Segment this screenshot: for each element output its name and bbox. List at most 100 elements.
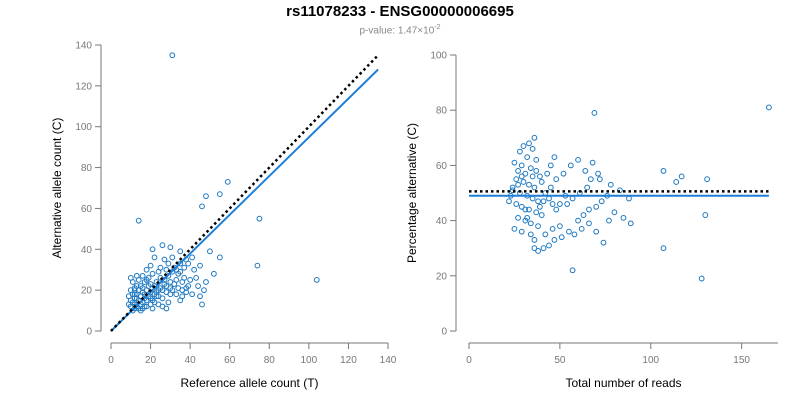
right-data-point	[544, 170, 551, 177]
right-data-point	[627, 220, 634, 227]
right-data-point	[766, 104, 772, 111]
right-data-point	[526, 206, 532, 213]
right-data-point	[551, 154, 558, 161]
left-y-tick-label: 0	[86, 327, 92, 338]
left-data-point	[169, 52, 176, 59]
right-data-point	[533, 168, 540, 174]
right-data-point	[564, 201, 571, 207]
right-data-point	[578, 225, 585, 232]
right-x-tick-label: 0	[466, 355, 472, 366]
right-data-point	[511, 225, 518, 232]
left-y-tick-label: 80	[81, 163, 93, 174]
left-data-point	[173, 277, 180, 283]
right-x-tick-label: 150	[733, 355, 750, 366]
right-data-point	[620, 214, 627, 221]
right-x-tick-label: 50	[554, 355, 566, 366]
right-data-point	[673, 179, 680, 185]
left-data-point	[147, 262, 154, 269]
left-data-point	[203, 193, 209, 200]
right-y-tick-label: 20	[436, 271, 448, 282]
right-data-point	[518, 203, 525, 210]
left-data-point	[195, 283, 201, 289]
left-data-point	[163, 305, 170, 312]
right-data-point	[660, 168, 667, 174]
left-data-point	[177, 248, 184, 255]
left-y-tick-label: 120	[75, 81, 92, 92]
right-data-point	[566, 228, 572, 235]
right-data-point	[542, 231, 549, 238]
left-data-point	[157, 264, 164, 271]
left-x-tick-label: 0	[108, 355, 114, 366]
right-data-point	[515, 214, 521, 221]
left-data-point	[163, 283, 170, 289]
left-data-point	[159, 287, 166, 294]
right-data-point	[513, 201, 520, 207]
left-data-point	[197, 262, 203, 269]
left-data-point	[165, 260, 172, 267]
left-data-point	[131, 285, 138, 292]
left-data-point	[147, 295, 154, 302]
right-data-point	[553, 176, 560, 183]
right-data-point	[513, 176, 520, 183]
left-data-point	[207, 248, 213, 255]
right-data-point	[546, 195, 552, 202]
right-data-point	[571, 231, 578, 238]
p-value-exponent: -2	[434, 24, 441, 31]
chart-title: rs11078233 - ENSG00000006695	[286, 3, 514, 20]
left-data-point	[165, 299, 172, 306]
right-data-point	[626, 195, 632, 202]
left-data-point	[177, 297, 184, 304]
left-data-point	[185, 260, 192, 267]
right-data-point	[531, 134, 538, 141]
left-data-point	[185, 283, 192, 289]
right-data-point	[527, 165, 534, 172]
right-data-point	[582, 168, 589, 174]
left-data-point	[254, 262, 261, 269]
right-data-point	[551, 237, 558, 243]
left-data-point	[216, 254, 223, 261]
left-data-point	[173, 291, 180, 298]
right-data-point	[531, 184, 538, 191]
left-data-point	[149, 246, 156, 253]
right-y-tick-label: 100	[430, 51, 447, 62]
p-value-text: p-value: 1.47×10	[359, 25, 435, 37]
left-data-point	[210, 270, 217, 277]
right-data-point	[518, 228, 525, 235]
right-data-point	[558, 234, 565, 241]
left-data-point	[135, 305, 142, 312]
right-data-point	[538, 212, 545, 218]
left-data-point	[147, 281, 154, 287]
left-data-point	[151, 291, 158, 298]
right-data-point	[575, 217, 581, 224]
right-data-point	[522, 170, 529, 177]
left-data-point	[127, 274, 134, 281]
right-data-point	[527, 231, 534, 238]
right-data-point	[518, 162, 525, 169]
right-data-point	[540, 245, 547, 252]
right-data-point	[533, 156, 540, 163]
right-data-point	[595, 170, 601, 177]
left-data-point	[167, 244, 174, 251]
right-data-point	[547, 162, 554, 169]
right-data-point	[660, 245, 667, 252]
right-data-point	[553, 206, 560, 213]
right-data-point	[518, 173, 525, 180]
right-data-point	[560, 170, 567, 177]
right-y-tick-label: 40	[436, 216, 448, 227]
right-data-point	[704, 176, 711, 183]
left-data-point	[181, 264, 188, 271]
right-data-point	[702, 212, 709, 218]
right-data-point	[593, 228, 600, 235]
left-data-point	[256, 215, 263, 222]
right-data-point	[596, 176, 603, 183]
left-data-point	[216, 191, 223, 198]
right-data-point	[527, 220, 534, 227]
left-data-point	[181, 274, 188, 281]
right-data-point	[522, 206, 529, 213]
left-data-point	[177, 268, 184, 275]
left-data-point	[149, 270, 156, 277]
left-data-point	[191, 266, 198, 273]
right-data-point	[531, 245, 538, 252]
left-data-point	[167, 291, 174, 298]
